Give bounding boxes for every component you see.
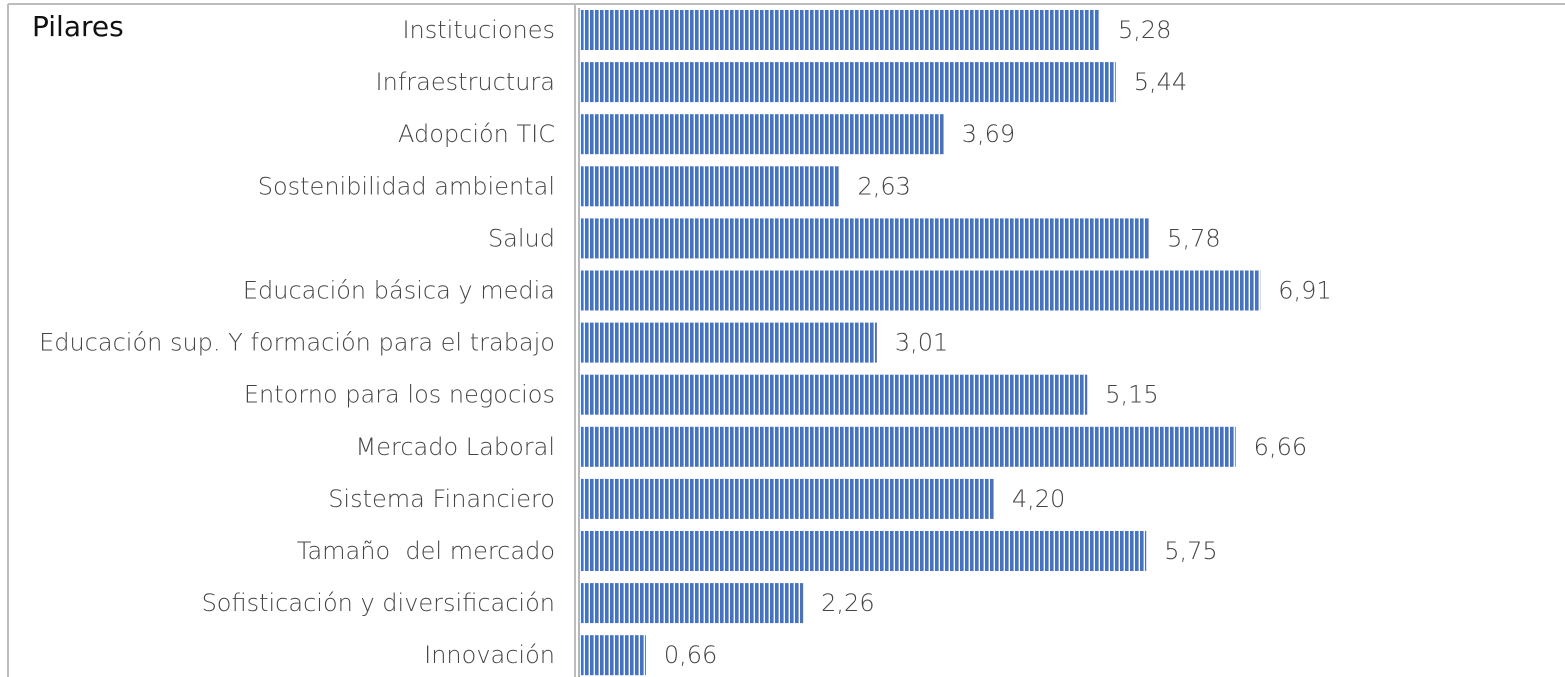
bar bbox=[581, 218, 1150, 259]
bar bbox=[581, 531, 1147, 571]
category-label: Sofisticación y diversificación bbox=[202, 589, 555, 617]
category-label: Educación básica y media bbox=[243, 277, 555, 305]
value-label: 5,15 bbox=[1105, 381, 1158, 409]
bar bbox=[581, 322, 877, 363]
category-label: Sistema Financiero bbox=[328, 485, 555, 513]
category-label: Tamaño del mercado bbox=[297, 537, 555, 565]
category-label: Entorno para los negocios bbox=[244, 381, 555, 409]
bar bbox=[581, 374, 1088, 415]
value-label: 4,20 bbox=[1012, 485, 1065, 513]
value-label: 5,78 bbox=[1167, 224, 1220, 252]
value-label: 6,66 bbox=[1254, 433, 1307, 461]
bar bbox=[581, 114, 944, 155]
value-label: 5,75 bbox=[1164, 537, 1217, 565]
category-label: Sostenibilidad ambiental bbox=[258, 172, 555, 200]
category-label: Innovación bbox=[424, 641, 555, 669]
category-label: Educación sup. Y formación para el traba… bbox=[39, 329, 555, 357]
value-label: 5,28 bbox=[1118, 16, 1171, 44]
category-label: Instituciones bbox=[402, 16, 555, 44]
value-label: 0,66 bbox=[664, 641, 717, 669]
category-label: Salud bbox=[488, 224, 555, 252]
bar bbox=[581, 583, 804, 624]
bar bbox=[581, 635, 646, 676]
category-label: Infraestructura bbox=[376, 68, 555, 96]
bar bbox=[581, 166, 840, 207]
category-label: Mercado Laboral bbox=[356, 433, 556, 461]
chart-title: Pilares bbox=[32, 10, 124, 43]
bar bbox=[581, 10, 1101, 50]
value-label: 5,44 bbox=[1134, 68, 1187, 96]
value-label: 2,26 bbox=[821, 589, 874, 617]
value-label: 3,69 bbox=[962, 120, 1015, 148]
value-label: 6,91 bbox=[1278, 277, 1331, 305]
bar bbox=[581, 62, 1116, 103]
bar bbox=[581, 478, 994, 519]
value-label: 2,63 bbox=[858, 172, 911, 200]
bar bbox=[581, 426, 1236, 467]
bar bbox=[581, 270, 1261, 311]
category-label: Adopción TIC bbox=[398, 120, 555, 148]
value-label: 3,01 bbox=[895, 329, 948, 357]
